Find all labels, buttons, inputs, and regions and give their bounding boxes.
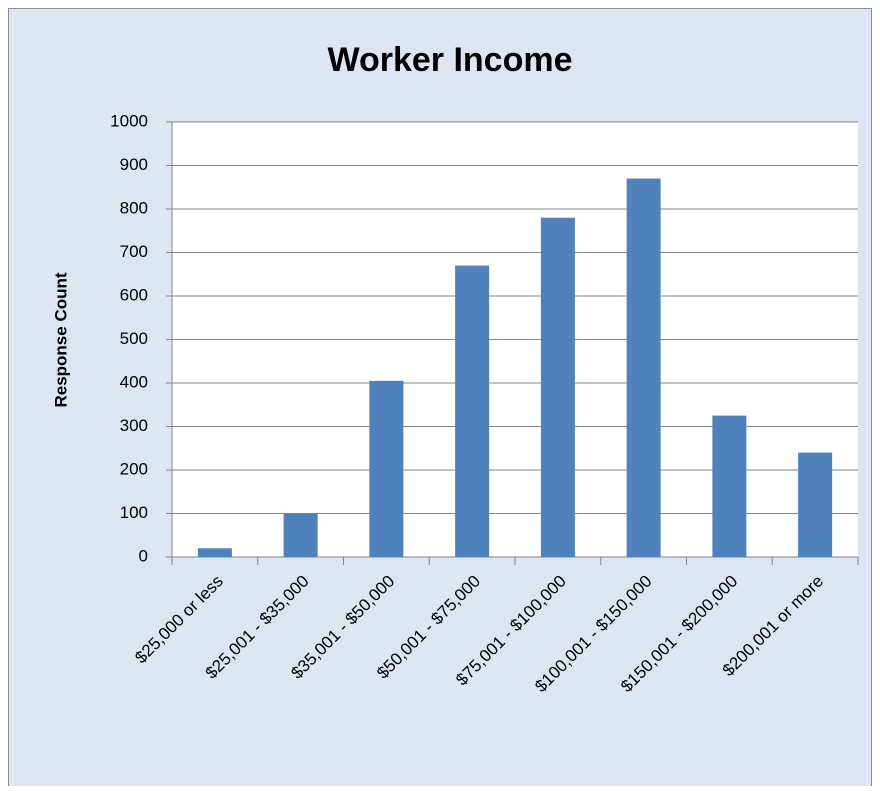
y-tick-label: 800: [120, 198, 148, 217]
bar: [712, 415, 747, 557]
bar: [626, 178, 661, 558]
y-tick-label: 400: [120, 372, 148, 391]
y-tick-label: 900: [120, 155, 148, 174]
y-tick-label: 600: [120, 285, 148, 304]
bar: [798, 452, 833, 557]
y-tick-label: 100: [120, 503, 148, 522]
y-tick-label: 1000: [110, 111, 148, 130]
y-tick-label: 300: [120, 416, 148, 435]
y-tick-label: 0: [139, 546, 148, 565]
y-tick-label: 700: [120, 242, 148, 261]
y-tick-label: 500: [120, 329, 148, 348]
bar: [540, 217, 575, 557]
bar: [197, 548, 232, 557]
bar: [369, 380, 404, 557]
y-tick-label: 200: [120, 459, 148, 478]
bar: [283, 513, 318, 557]
chart-title: Worker Income: [327, 41, 572, 79]
bar: [455, 265, 490, 557]
y-axis-label: Response Count: [51, 272, 70, 407]
